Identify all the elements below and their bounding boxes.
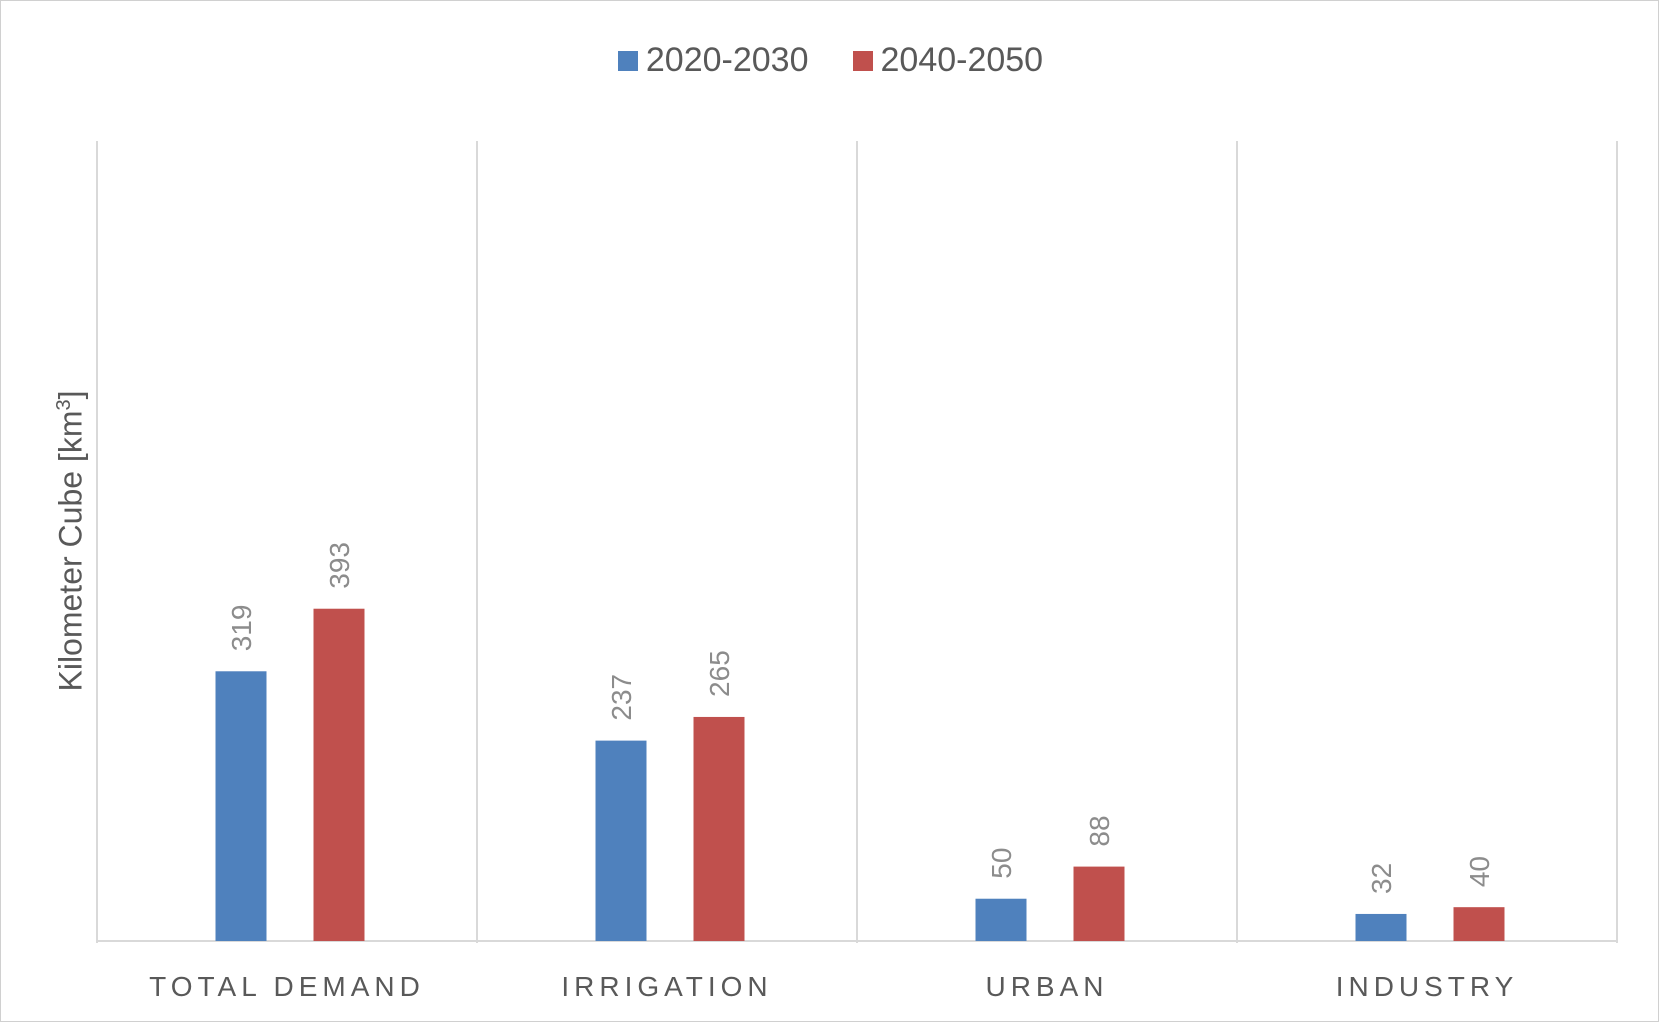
- legend-label-series-2: 2040-2050: [880, 41, 1044, 79]
- bar-2-total-demand: [313, 608, 365, 941]
- legend-label-series-1: 2020-2030: [645, 41, 809, 79]
- bar-1-total-demand: [215, 671, 267, 941]
- data-label-1-total-demand: 319: [226, 605, 257, 652]
- legend-swatch-series-1: [617, 50, 638, 71]
- category-label-urban: URBAN: [985, 971, 1108, 1002]
- legend-item-series-2: 2040-2050: [852, 41, 1044, 80]
- bar-2-irrigation: [693, 716, 745, 941]
- bar-1-industry: [1355, 913, 1407, 941]
- data-label-2-urban: 88: [1084, 815, 1115, 846]
- data-label-1-irrigation: 237: [606, 674, 637, 721]
- bar-1-urban: [975, 898, 1027, 941]
- data-label-2-industry: 40: [1464, 856, 1495, 887]
- bar-1-irrigation: [595, 740, 647, 941]
- data-label-1-urban: 50: [986, 848, 1017, 879]
- data-label-2-total-demand: 393: [324, 542, 355, 589]
- bar-2-urban: [1073, 866, 1125, 941]
- data-label-1-industry: 32: [1366, 863, 1397, 894]
- legend-swatch-series-2: [852, 50, 873, 71]
- category-label-irrigation: IRRIGATION: [561, 971, 772, 1002]
- legend-item-series-1: 2020-2030: [617, 41, 809, 80]
- category-label-total-demand: TOTAL DEMAND: [149, 971, 425, 1002]
- bar-2-industry: [1453, 907, 1505, 941]
- category-label-industry: INDUSTRY: [1336, 971, 1519, 1002]
- legend: 2020-2030 2040-2050: [1, 41, 1659, 80]
- data-label-2-irrigation: 265: [704, 650, 735, 697]
